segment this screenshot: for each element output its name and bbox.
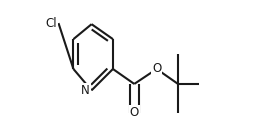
Text: O: O bbox=[130, 106, 139, 119]
Text: O: O bbox=[152, 63, 161, 75]
Text: N: N bbox=[81, 84, 90, 97]
Text: Cl: Cl bbox=[46, 17, 57, 30]
